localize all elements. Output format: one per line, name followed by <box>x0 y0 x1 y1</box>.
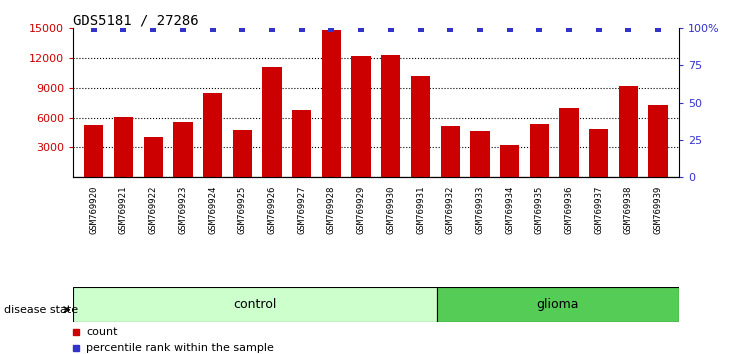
Point <box>623 26 634 32</box>
Text: GSM769925: GSM769925 <box>238 186 247 234</box>
Text: GSM769934: GSM769934 <box>505 186 514 234</box>
Point <box>563 26 575 32</box>
Text: GSM769929: GSM769929 <box>356 186 366 234</box>
Point <box>504 26 515 32</box>
Bar <box>440 126 460 177</box>
Point <box>326 26 337 32</box>
Text: GSM769936: GSM769936 <box>564 186 574 234</box>
Bar <box>470 131 490 177</box>
Point <box>415 26 426 32</box>
Point <box>356 26 367 32</box>
Text: GDS5181 / 27286: GDS5181 / 27286 <box>73 13 199 27</box>
Text: count: count <box>86 327 118 337</box>
Text: percentile rank within the sample: percentile rank within the sample <box>86 343 274 353</box>
Text: GSM769928: GSM769928 <box>327 186 336 234</box>
Text: GSM769926: GSM769926 <box>267 186 277 234</box>
Bar <box>648 105 668 177</box>
Bar <box>500 145 519 177</box>
Bar <box>262 67 282 177</box>
Text: control: control <box>233 298 277 311</box>
Point <box>385 26 396 32</box>
Point <box>147 26 159 32</box>
Point <box>177 26 189 32</box>
Bar <box>322 30 341 177</box>
Text: GSM769932: GSM769932 <box>446 186 455 234</box>
Bar <box>381 55 401 177</box>
Text: GSM769920: GSM769920 <box>89 186 99 234</box>
Bar <box>73 287 437 322</box>
Point <box>445 26 456 32</box>
Point <box>88 26 99 32</box>
Text: GSM769922: GSM769922 <box>149 186 158 234</box>
Point <box>593 26 604 32</box>
Text: GSM769930: GSM769930 <box>386 186 396 234</box>
Bar <box>437 287 679 322</box>
Text: glioma: glioma <box>537 298 579 311</box>
Text: GSM769927: GSM769927 <box>297 186 306 234</box>
Bar <box>411 76 430 177</box>
Point <box>653 26 664 32</box>
Text: GSM769933: GSM769933 <box>475 186 485 234</box>
Point <box>474 26 485 32</box>
Bar <box>530 125 549 177</box>
Point <box>118 26 129 32</box>
Bar <box>292 110 312 177</box>
Text: GSM769939: GSM769939 <box>653 186 663 234</box>
Text: GSM769935: GSM769935 <box>535 186 544 234</box>
Point <box>266 26 278 32</box>
Text: GSM769937: GSM769937 <box>594 186 603 234</box>
Bar <box>144 137 163 177</box>
Text: GSM769931: GSM769931 <box>416 186 425 234</box>
Point <box>296 26 307 32</box>
Text: disease state: disease state <box>4 305 78 315</box>
Text: GSM769923: GSM769923 <box>178 186 188 234</box>
Bar <box>589 130 608 177</box>
Point <box>237 26 248 32</box>
Text: GSM769921: GSM769921 <box>119 186 128 234</box>
Bar <box>203 93 222 177</box>
Text: GSM769924: GSM769924 <box>208 186 217 234</box>
Point <box>534 26 545 32</box>
Bar <box>84 125 104 177</box>
Bar <box>233 130 252 177</box>
Point <box>207 26 218 32</box>
Bar <box>173 122 193 177</box>
Bar <box>351 56 371 177</box>
Bar <box>619 86 638 177</box>
Bar <box>114 116 133 177</box>
Bar <box>559 108 579 177</box>
Text: GSM769938: GSM769938 <box>624 186 633 234</box>
